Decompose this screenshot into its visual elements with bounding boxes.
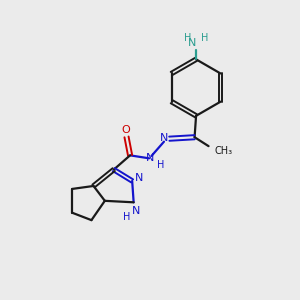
Text: N: N — [188, 38, 196, 48]
Text: N: N — [146, 153, 154, 163]
Text: CH₃: CH₃ — [214, 146, 232, 156]
Text: N: N — [134, 173, 143, 183]
Text: H: H — [184, 33, 191, 43]
Text: H: H — [123, 212, 131, 222]
Text: O: O — [122, 125, 130, 135]
Text: H: H — [157, 160, 165, 170]
Text: N: N — [160, 133, 168, 142]
Text: H: H — [201, 33, 208, 43]
Text: N: N — [132, 206, 140, 216]
